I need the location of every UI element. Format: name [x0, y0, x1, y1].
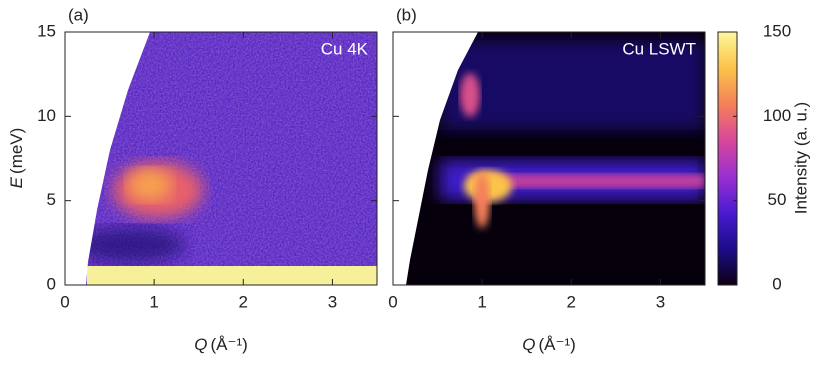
x-axis-symbol: Q [522, 335, 535, 354]
annotation: Cu 4K [321, 39, 369, 58]
y-tick-label: 5 [47, 190, 56, 209]
y-tick-label: 0 [47, 274, 56, 293]
annotation: Cu LSWT [622, 39, 696, 58]
x-axis-unit: (Å⁻¹) [210, 335, 247, 354]
heatmap-image [393, 32, 705, 285]
y-tick-label: 10 [37, 106, 56, 125]
colorbar-label: Intensity (a. u.) [791, 102, 810, 214]
x-tick-label: 1 [477, 292, 486, 311]
panel-label: (a) [68, 5, 89, 24]
x-tick-label: 0 [60, 292, 69, 311]
colorbar-tick-label: 100 [763, 106, 791, 125]
x-tick-label: 1 [149, 292, 158, 311]
panel-label: (b) [396, 5, 417, 24]
y-axis-symbol: E [7, 176, 26, 188]
axes-frame [64, 31, 378, 286]
y-tick-label: 15 [37, 21, 56, 40]
x-axis-label: Q (Å⁻¹) [194, 335, 248, 354]
x-tick-label: 2 [239, 292, 248, 311]
x-axis-unit: (Å⁻¹) [538, 335, 575, 354]
x-tick-label: 2 [567, 292, 576, 311]
heatmap-image [65, 32, 377, 285]
x-axis-label: Q (Å⁻¹) [522, 335, 576, 354]
y-axis-unit: (meV) [7, 128, 26, 174]
x-tick-label: 3 [656, 292, 665, 311]
axes-frame [392, 31, 706, 286]
x-tick-label: 3 [328, 292, 337, 311]
x-axis-symbol: Q [194, 335, 207, 354]
colorbar-tick-label: 0 [772, 274, 781, 293]
x-tick-label: 0 [388, 292, 397, 311]
y-axis-label: E (meV) [7, 128, 26, 189]
colorbar-tick-label: 50 [768, 190, 787, 209]
colorbar-tick-label: 150 [763, 21, 791, 40]
colorbar [717, 31, 738, 286]
